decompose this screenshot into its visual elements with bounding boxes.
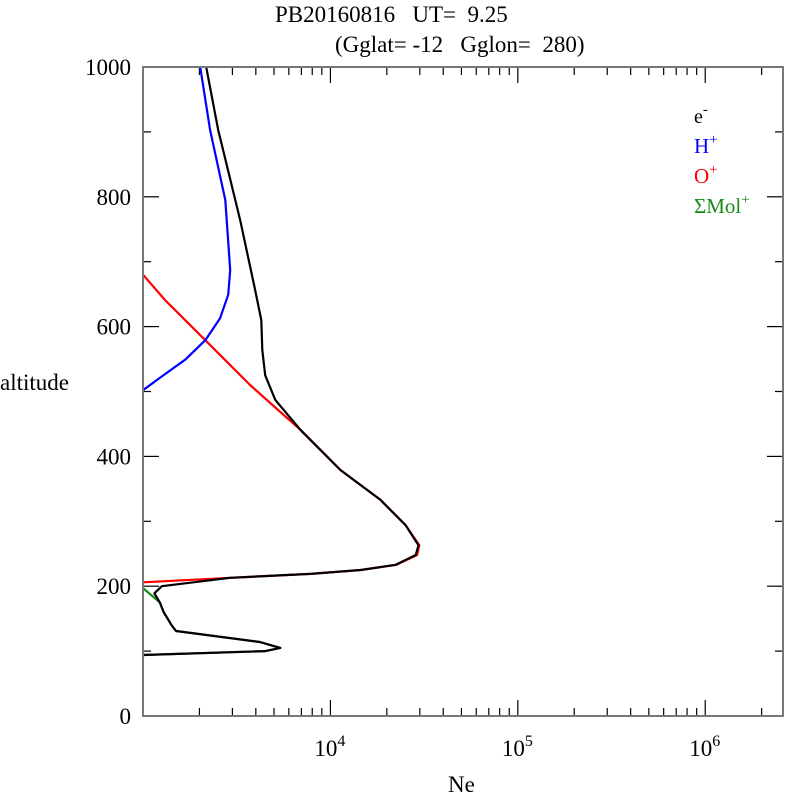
x-tick-label: 104 (314, 733, 345, 761)
legend-entry: O+ (694, 162, 718, 188)
x-tick-label: 105 (502, 733, 533, 761)
y-tick-label: 1000 (85, 55, 131, 80)
legend-entry: H+ (694, 132, 718, 158)
plot-frame (142, 66, 784, 717)
series-line-sum-mol (142, 587, 282, 657)
series-line-o (142, 273, 421, 584)
y-tick-label: 0 (120, 704, 132, 729)
series-line-e (142, 66, 420, 657)
y-axis-label: altitude (0, 370, 69, 395)
y-tick-label: 600 (97, 315, 132, 340)
x-tick-label: 106 (689, 733, 720, 761)
series-line-h (142, 66, 232, 392)
legend-entry: ΣMol+ (694, 192, 750, 218)
chart-subtitle: (Gglat= -12 Gglon= 280) (335, 32, 585, 57)
y-tick-label: 400 (97, 444, 132, 469)
chart-title: PB20160816 UT= 9.25 (275, 2, 508, 27)
x-axis-label: Ne (448, 772, 475, 796)
y-tick-label: 200 (97, 574, 132, 599)
legend-entry: e- (694, 102, 708, 128)
y-tick-label: 800 (97, 185, 132, 210)
legend: e- H+ O+ ΣMol+ (694, 102, 750, 218)
